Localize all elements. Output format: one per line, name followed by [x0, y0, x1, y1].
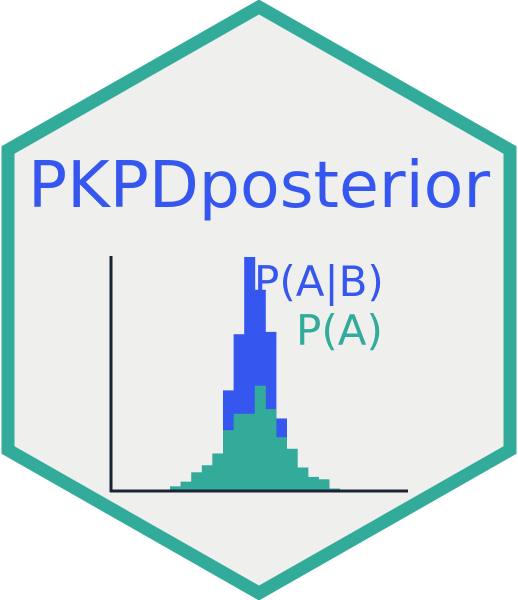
legend-posterior-label: P(A|B) [254, 257, 384, 306]
prior-bar-5 [223, 430, 234, 491]
posterior-bar-6 [233, 334, 245, 491]
prior-bar-0 [170, 486, 181, 491]
logo-title: PKPDposterior [28, 149, 491, 223]
prior-bar-9 [265, 409, 277, 491]
prior-bar-14 [318, 479, 330, 491]
prior-bar-7 [244, 413, 256, 491]
posterior-bar-7 [244, 257, 256, 491]
prior-bar-4 [212, 453, 224, 491]
prior-bar-12 [297, 467, 309, 491]
prior-bar-6 [233, 413, 245, 491]
prior-bar-8 [254, 385, 266, 491]
prior-bar-2 [191, 472, 203, 491]
prior-histogram [170, 385, 340, 491]
prior-bar-11 [286, 448, 298, 491]
legend-prior-label: P(A) [296, 306, 383, 355]
prior-bar-3 [201, 465, 213, 491]
prior-bar-13 [307, 476, 319, 491]
prior-bar-1 [180, 481, 192, 491]
prior-bar-10 [276, 437, 287, 491]
